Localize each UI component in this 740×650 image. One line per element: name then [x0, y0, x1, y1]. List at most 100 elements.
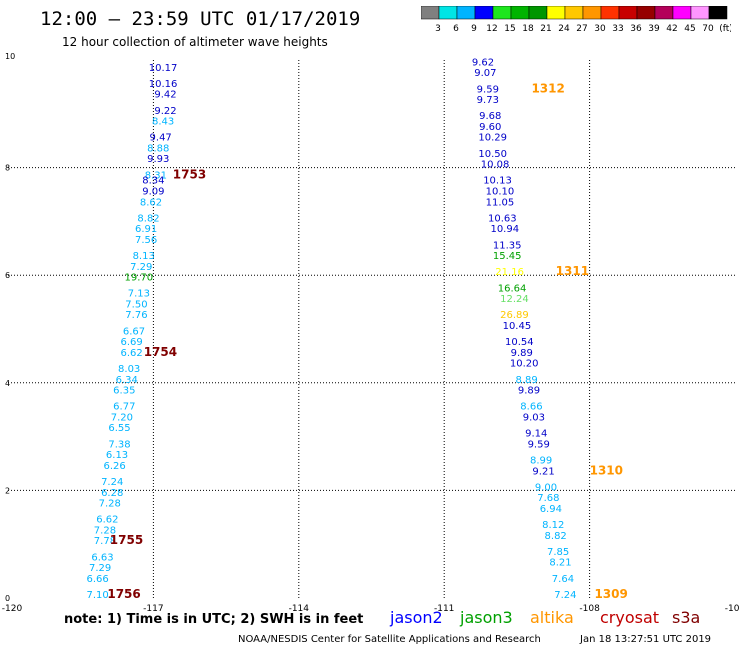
- wave-height-point: 8.66: [520, 402, 542, 413]
- x-tick-label: -120: [2, 604, 23, 614]
- wave-height-point: 6.62: [120, 348, 142, 359]
- legend-item-jason2: jason2: [390, 608, 443, 627]
- colorbar-label: 3: [435, 24, 441, 34]
- wave-height-point: 7.68: [537, 493, 559, 504]
- wave-height-point: 7.20: [111, 412, 133, 423]
- wave-height-point: 8.12: [542, 520, 564, 531]
- wave-height-point: 7.29: [89, 563, 111, 574]
- wave-height-point: 6.55: [108, 423, 130, 434]
- wave-height-point: 9.62: [472, 57, 494, 68]
- y-tick-label: 0: [5, 594, 10, 603]
- wave-height-point: 21.16: [495, 267, 524, 278]
- wave-height-point: 6.34: [116, 375, 138, 386]
- note-text: note: 1) Time is in UTC; 2) SWH is in fe…: [64, 612, 364, 627]
- time-label: 1310: [590, 463, 623, 477]
- wave-height-point: 6.94: [540, 504, 562, 515]
- colorbar-label: 6: [453, 24, 459, 34]
- wave-height-point: 11.35: [493, 240, 522, 251]
- wave-height-point: 6.13: [106, 450, 128, 461]
- wave-height-point: 15.45: [493, 251, 522, 262]
- colorbar-label: 39: [648, 24, 660, 34]
- wave-height-point: 8.88: [147, 143, 169, 154]
- generation-timestamp: Jan 18 13:27:51 UTC 2019: [580, 634, 712, 645]
- wave-height-point: 10.10: [486, 187, 515, 198]
- colorbar-label: 12: [486, 24, 497, 34]
- wave-height-point: 9.22: [154, 106, 176, 117]
- wave-height-point: 6.62: [96, 515, 118, 526]
- wave-height-point: 6.26: [103, 461, 125, 472]
- wave-height-point: 10.63: [488, 213, 517, 224]
- wave-height-point: 10.20: [510, 359, 539, 370]
- wave-height-point: 7.85: [547, 547, 569, 558]
- wave-height-point: 9.07: [474, 68, 496, 79]
- colorbar-label: 30: [594, 24, 606, 34]
- wave-height-point: 6.28: [101, 488, 123, 499]
- wave-height-point: 8.21: [549, 558, 571, 569]
- wave-height-point: 10.29: [478, 133, 507, 144]
- wave-height-point: 9.60: [479, 122, 501, 133]
- legend-item-cryosat: cryosat: [600, 608, 660, 627]
- colorbar-label: 42: [666, 24, 677, 34]
- legend-item-jason3: jason3: [460, 608, 513, 627]
- wave-height-point: 10.94: [490, 224, 519, 235]
- wave-height-point: 6.77: [113, 402, 135, 413]
- wave-height-point: 7.64: [552, 574, 574, 585]
- wave-height-point: 9.73: [477, 95, 499, 106]
- wave-height-point: 9.89: [511, 348, 533, 359]
- wave-height-point: 10.08: [481, 160, 510, 171]
- x-tick-label: -117: [143, 604, 163, 614]
- time-label: 1754: [144, 345, 177, 359]
- wave-height-point: 10.45: [503, 321, 532, 332]
- wave-height-point: 7.76: [125, 310, 147, 321]
- wave-height-point: 8.13: [133, 251, 155, 262]
- wave-height-point: 8.03: [118, 364, 140, 375]
- wave-height-point: 7.56: [135, 235, 157, 246]
- time-label: 1756: [107, 587, 140, 601]
- wave-height-point: 12.24: [500, 294, 529, 305]
- wave-height-point: 8.82: [137, 213, 159, 224]
- wave-height-point: 8.82: [545, 531, 567, 542]
- wave-height-point: 8.43: [152, 117, 174, 128]
- wave-height-point: 10.54: [505, 337, 534, 348]
- x-tick-label: -111: [434, 604, 454, 614]
- wave-height-point: 9.14: [525, 429, 547, 440]
- wave-height-point: 8.62: [140, 197, 162, 208]
- wave-height-point: 7.10: [87, 590, 109, 601]
- legend-item-altika: altika: [530, 608, 574, 627]
- x-tick-label: -108: [579, 604, 600, 614]
- colorbar-label: 18: [522, 24, 534, 34]
- wave-height-point: 9.00: [535, 482, 557, 493]
- wave-height-point: 7.38: [108, 439, 130, 450]
- wave-height-point: 9.21: [532, 466, 554, 477]
- legend-item-s3a: s3a: [672, 608, 701, 627]
- wave-height-point: 10.17: [149, 63, 178, 74]
- wave-height-point: 16.64: [498, 283, 527, 294]
- wave-height-point: 7.50: [125, 299, 147, 310]
- x-tick-label: -105: [725, 604, 740, 614]
- wave-height-point: 6.63: [91, 552, 113, 563]
- wave-height-point: 7.29: [130, 262, 152, 273]
- time-label: 1312: [531, 81, 564, 95]
- colorbar-label: 24: [558, 24, 570, 34]
- wave-height-point: 8.89: [515, 375, 537, 386]
- wave-height-point: 19.70: [125, 273, 154, 284]
- wave-height-point: 9.59: [528, 439, 550, 450]
- y-tick-label: 8: [5, 164, 10, 173]
- wave-height-point: 7.78: [94, 536, 116, 547]
- colorbar-label: 15: [504, 24, 515, 34]
- colorbar-label: 33: [612, 24, 623, 34]
- wave-height-point: 9.03: [523, 412, 545, 423]
- time-label: 1309: [594, 587, 627, 601]
- chart-title: 12:00 – 23:59 UTC 01/17/2019: [40, 8, 361, 30]
- colorbar-swatch: [708, 6, 728, 20]
- y-tick-label: 2: [5, 486, 10, 495]
- time-label: 1753: [173, 167, 206, 181]
- wave-height-point: 10.13: [483, 176, 512, 187]
- wave-height-point: 6.67: [123, 326, 145, 337]
- wave-height-point: 11.05: [486, 197, 515, 208]
- credit-text: NOAA/NESDIS Center for Satellite Applica…: [238, 634, 541, 645]
- colorbar-label: 9: [471, 24, 477, 34]
- wave-height-point: 7.13: [128, 289, 150, 300]
- colorbar-label: 27: [576, 24, 587, 34]
